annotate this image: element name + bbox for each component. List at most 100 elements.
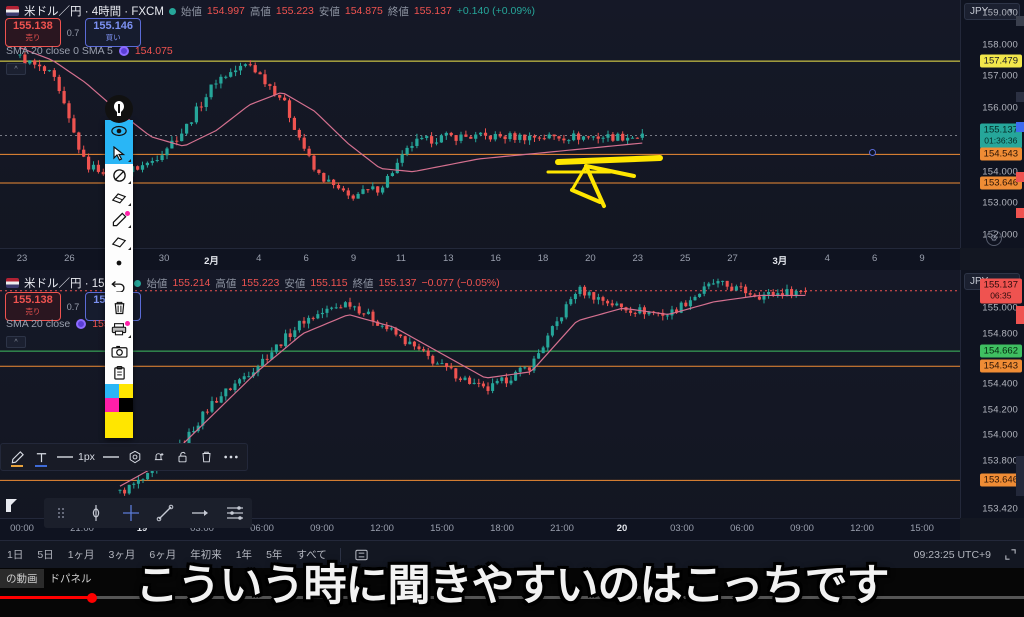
collapse-pane-lower-button[interactable]: ^: [6, 336, 26, 348]
flag-icon: [6, 6, 19, 16]
timeframe-1日[interactable]: 1日: [7, 549, 24, 561]
price-level-tag[interactable]: 157.479: [979, 54, 1022, 68]
pen-handle-icon[interactable]: [105, 95, 133, 123]
chart-tools-toolbar[interactable]: [44, 498, 252, 528]
pen-tool-icon[interactable]: [5, 444, 29, 470]
high-value-upper: 155.223: [275, 5, 314, 17]
magnet-icon[interactable]: [79, 498, 114, 528]
high-value-lower: 155.223: [241, 277, 280, 289]
symbol-title-upper[interactable]: 米ドル／円 · 4時間 · FXCM: [24, 6, 164, 18]
player-tab-videos[interactable]: の動画: [0, 568, 44, 588]
drawing-toolbar[interactable]: [105, 120, 133, 438]
grid-handle-icon[interactable]: [44, 498, 79, 528]
color-swatch[interactable]: [119, 384, 133, 398]
price-tick: 157.000: [982, 70, 1018, 82]
time-tick: 12:00: [850, 523, 874, 534]
settings-icon[interactable]: [123, 444, 147, 470]
timeframe-年初来[interactable]: 年初来: [190, 549, 222, 561]
symbol-title-lower[interactable]: 米ドル／円 · 15 · FX: [24, 278, 130, 290]
indicator-legend-upper[interactable]: SMA 20 close 0 SMA 5 154.075: [6, 45, 173, 57]
eye-icon[interactable]: [105, 120, 133, 142]
clock-label[interactable]: 09:23:25 UTC+9: [913, 548, 991, 561]
timeframe-3ヶ月[interactable]: 3ヶ月: [108, 549, 136, 561]
cursor-arrow-icon[interactable]: [105, 142, 133, 164]
timeframe-5年[interactable]: 5年: [266, 549, 283, 561]
market-status-dot: [168, 7, 176, 15]
highlighter-icon[interactable]: [105, 230, 133, 252]
trash-icon[interactable]: [105, 296, 133, 318]
pencil-icon[interactable]: [105, 208, 133, 230]
price-axis-upper[interactable]: JPY ▼ 159.000 158.000 157.000 156.000 154.00…: [960, 0, 1024, 248]
drawing-options-toolbar[interactable]: 1px: [0, 443, 248, 471]
submenu-caret-icon: [128, 203, 131, 206]
clipboard-icon[interactable]: [105, 362, 133, 384]
price-tick: 158.000: [982, 39, 1018, 50]
time-tick: 20: [616, 523, 628, 534]
line-width-control[interactable]: 1px: [53, 451, 99, 463]
delete-icon[interactable]: [195, 444, 219, 470]
no-draw-icon[interactable]: [105, 164, 133, 186]
trend-line-icon[interactable]: [148, 498, 183, 528]
time-tick: 03:00: [670, 523, 694, 534]
currency-value-lower: JPY: [970, 276, 988, 287]
printer-icon[interactable]: [105, 318, 133, 340]
price-level-tag[interactable]: 154.543: [979, 147, 1022, 161]
timeframe-6ヶ月[interactable]: 6ヶ月: [149, 549, 177, 561]
price-level-tag[interactable]: 153.646: [979, 176, 1022, 190]
buy-price-upper: 155.146: [93, 20, 134, 32]
price-tick: 154.800: [982, 328, 1018, 340]
price-axis-lower[interactable]: JPY ▼ 155.200155.000154.800154.400154.20…: [960, 270, 1024, 518]
gear-icon[interactable]: ⚙: [986, 230, 1002, 246]
edge-marker: [1016, 122, 1024, 132]
buy-button-upper[interactable]: 155.146 買い: [85, 18, 142, 47]
close-label-lower: 終値: [352, 277, 374, 290]
color-swatch[interactable]: [105, 384, 119, 398]
time-tick: 21:00: [550, 523, 574, 534]
color-swatch[interactable]: [119, 398, 133, 412]
camera-icon[interactable]: [105, 340, 133, 362]
price-tick: 154.200: [982, 404, 1018, 416]
timeframe-1年[interactable]: 1年: [235, 549, 253, 561]
edge-marker: [1016, 172, 1024, 182]
timeframe-1ヶ月[interactable]: 1ヶ月: [67, 549, 95, 561]
collapse-pane-upper-button[interactable]: ^: [6, 63, 26, 75]
price-level-tag[interactable]: 154.662: [979, 344, 1022, 358]
unlock-icon[interactable]: [171, 444, 195, 470]
crosshair-icon[interactable]: [113, 498, 148, 528]
eraser-icon[interactable]: [105, 186, 133, 208]
line-style-icon[interactable]: [99, 444, 123, 470]
player-tab-panel[interactable]: ドパネル: [49, 572, 92, 585]
video-progress-bar[interactable]: [0, 592, 1024, 603]
chart-plot-lower[interactable]: [0, 270, 960, 518]
expand-icon[interactable]: [997, 548, 1024, 561]
color-swatch[interactable]: [105, 398, 119, 412]
sell-button-lower[interactable]: 155.138 売り: [5, 292, 61, 321]
alarm-add-icon[interactable]: [147, 444, 171, 470]
timeframe-5日[interactable]: 5日: [37, 549, 54, 561]
more-icon[interactable]: [219, 444, 243, 470]
open-label-lower: 始値: [146, 277, 168, 290]
time-tick: 06:00: [250, 523, 274, 534]
undo-icon[interactable]: [105, 274, 133, 296]
arrow-line-icon[interactable]: [183, 498, 218, 528]
timeframe-すべて[interactable]: すべて: [296, 549, 327, 561]
last-price-tag[interactable]: 155.137 06:35: [979, 278, 1022, 304]
sync-icon[interactable]: [347, 548, 376, 562]
dot-icon[interactable]: [105, 252, 133, 274]
price-tick: 153.800: [982, 455, 1018, 467]
active-color-swatch[interactable]: [105, 412, 133, 438]
text-tool-icon[interactable]: [29, 444, 53, 470]
edge-marker: [1016, 456, 1024, 496]
price-level-tag[interactable]: 153.646: [979, 473, 1022, 487]
indicator-value-upper: 154.075: [134, 45, 173, 57]
sell-button-upper[interactable]: 155.138 売り: [5, 18, 61, 47]
settings-list-icon[interactable]: [217, 498, 252, 528]
time-tick: 15:00: [430, 523, 454, 534]
last-price-tag[interactable]: 155.137 01:36:36: [979, 123, 1022, 149]
chart-plot-upper[interactable]: [0, 0, 960, 248]
color-palette[interactable]: [105, 384, 133, 412]
time-axis-upper[interactable]: 232628302月46911131618202325273月469: [0, 248, 960, 270]
video-progress-knob[interactable]: [87, 592, 98, 603]
price-level-tag[interactable]: 154.543: [979, 359, 1022, 373]
currency-selector-upper[interactable]: JPY ▼: [964, 3, 1020, 20]
